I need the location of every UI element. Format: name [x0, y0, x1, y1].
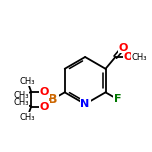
- Text: CH₃: CH₃: [20, 77, 35, 86]
- Text: CH₃: CH₃: [13, 91, 29, 100]
- Text: F: F: [114, 94, 121, 104]
- Text: O: O: [124, 52, 133, 62]
- Text: CH₃: CH₃: [13, 98, 29, 107]
- Text: O: O: [40, 102, 49, 112]
- Text: CH₃: CH₃: [20, 113, 35, 122]
- Text: N: N: [81, 99, 90, 109]
- Text: B: B: [48, 93, 58, 106]
- Text: O: O: [40, 87, 49, 97]
- Text: CH₃: CH₃: [131, 53, 147, 62]
- Text: O: O: [119, 43, 128, 53]
